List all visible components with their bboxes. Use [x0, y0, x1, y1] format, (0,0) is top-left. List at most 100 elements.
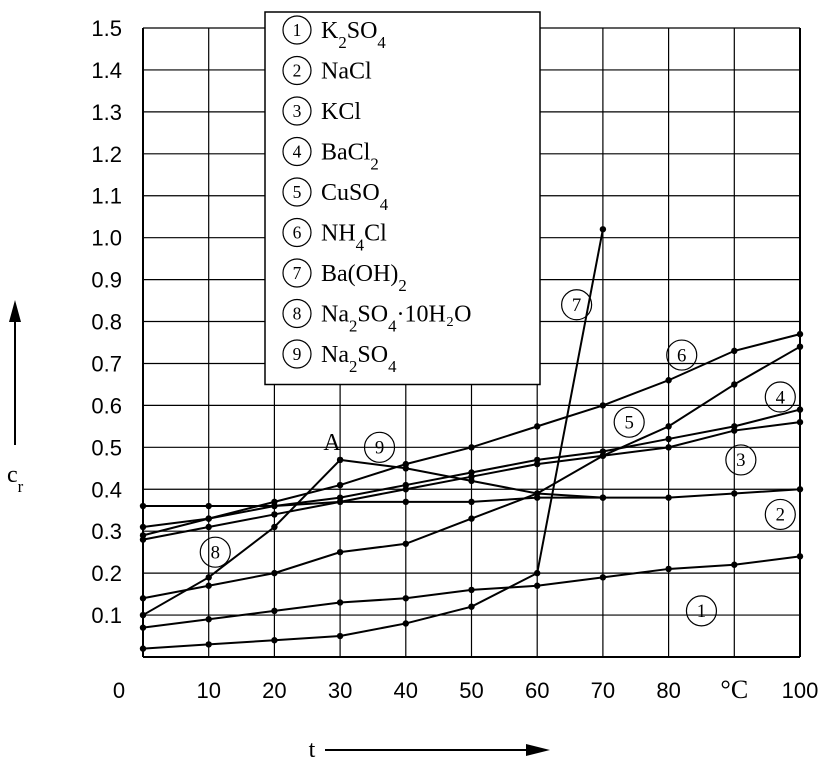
curve-label-5: 5 — [613, 406, 645, 438]
curve-label-7-number: 7 — [572, 295, 581, 316]
data-point — [534, 569, 541, 577]
curve-label-7: 7 — [561, 289, 593, 321]
legend-marker-6-number: 6 — [293, 222, 302, 242]
legend-marker-5-circle — [282, 177, 312, 207]
data-point — [665, 377, 672, 384]
data-point — [205, 574, 212, 581]
series-line-8 — [142, 459, 341, 616]
data-point — [534, 456, 541, 464]
legend-marker-8-number: 8 — [293, 303, 302, 323]
series-4 — [139, 406, 804, 531]
data-point — [468, 477, 475, 485]
data-point — [336, 481, 344, 489]
data-point — [468, 603, 475, 610]
data-point — [402, 595, 409, 602]
data-point — [796, 486, 804, 493]
legend-marker-1-number: 1 — [293, 20, 302, 40]
legend-sub: 4 — [388, 316, 397, 335]
x-tick-label: 60 — [525, 678, 549, 703]
data-point — [731, 490, 738, 497]
legend-label-9: Na2SO4 — [321, 342, 397, 376]
data-point — [336, 548, 344, 556]
data-point — [336, 456, 344, 464]
data-point — [139, 624, 147, 631]
data-point — [139, 645, 147, 652]
data-point — [665, 565, 672, 573]
data-point — [205, 616, 212, 623]
legend-label-1: K2SO4 — [321, 18, 386, 52]
curve-label-5-circle — [613, 406, 645, 438]
legend-sub: 4 — [380, 195, 389, 214]
series-3 — [139, 418, 804, 543]
data-point — [665, 494, 672, 501]
y-tick-label: 0.9 — [91, 268, 122, 293]
curve-label-5-number: 5 — [624, 412, 633, 433]
legend-sub: 4 — [388, 357, 397, 376]
data-point — [271, 511, 278, 518]
x-tick-label: 30 — [328, 678, 352, 703]
data-point — [534, 490, 541, 497]
data-point — [665, 444, 672, 451]
curve-label-9-number: 9 — [375, 438, 384, 459]
data-point — [534, 582, 541, 589]
data-point — [796, 330, 804, 338]
data-point — [402, 540, 409, 547]
point-a-label: A — [323, 430, 341, 456]
y-tick-label: 0.6 — [91, 393, 122, 418]
legend-text-part: Ba(OH) — [321, 261, 398, 287]
y-tick-label: 1.4 — [91, 58, 122, 83]
curve-label-1-number: 1 — [697, 601, 706, 622]
data-point — [402, 620, 409, 627]
data-point — [731, 347, 738, 355]
curve-label-1: 1 — [685, 595, 718, 627]
legend-label-6: NH4Cl — [321, 221, 387, 255]
legend-marker-8: 8 — [282, 298, 312, 329]
series-9 — [336, 456, 607, 501]
y-tick-label: 0.2 — [91, 561, 122, 586]
legend-label-4: BaCl2 — [321, 140, 379, 174]
legend-marker-7: 7 — [282, 258, 312, 288]
curve-label-8-number: 8 — [211, 542, 220, 563]
legend-marker-2: 2 — [282, 55, 312, 86]
data-point — [796, 343, 804, 350]
y-axis-label: cr — [7, 462, 24, 496]
curve-label-1-circle — [685, 595, 718, 627]
legend-marker-3-number: 3 — [293, 101, 302, 121]
legend-text-part: SO — [357, 342, 388, 368]
legend-sub: 2 — [398, 276, 406, 295]
y-tick-label: 1.3 — [91, 100, 122, 125]
legend-label-3: KCl — [321, 99, 361, 125]
y-tick-label: 1.5 — [91, 16, 122, 41]
data-point — [139, 595, 147, 602]
legend-marker-2-number: 2 — [293, 60, 302, 80]
legend-sub: 2 — [370, 154, 378, 173]
legend-marker-7-number: 7 — [293, 263, 302, 283]
legend-marker-1: 1 — [282, 15, 312, 45]
legend-marker-9-circle — [282, 339, 312, 369]
legend-marker-3-circle — [282, 96, 312, 126]
data-point — [139, 611, 147, 619]
series-layer — [139, 226, 804, 652]
data-point — [205, 502, 212, 510]
data-point — [205, 523, 212, 531]
data-point — [139, 523, 147, 531]
data-point — [731, 381, 738, 388]
data-point — [271, 637, 278, 644]
series-5 — [139, 343, 804, 602]
x-axis-label: t — [309, 737, 316, 761]
legend-marker-9: 9 — [282, 339, 312, 369]
x-axis-arrow-head — [526, 744, 550, 756]
data-point — [731, 423, 738, 430]
legend-marker-5-number: 5 — [293, 182, 302, 202]
x-tick-label: 70 — [591, 678, 615, 703]
curve-label-7-circle — [561, 289, 593, 321]
legend-sub: 2 — [349, 357, 357, 376]
legend-sub: 4 — [356, 235, 365, 254]
legend-text-part: K — [321, 18, 339, 44]
y-axis-label-main: c — [7, 462, 18, 488]
curve-label-2-circle — [764, 498, 796, 531]
y-tick-label: 0.4 — [91, 477, 122, 502]
curve-label-6-number: 6 — [677, 345, 686, 366]
legend-sub: 2 — [349, 316, 357, 335]
legend-marker-4: 4 — [282, 136, 312, 167]
